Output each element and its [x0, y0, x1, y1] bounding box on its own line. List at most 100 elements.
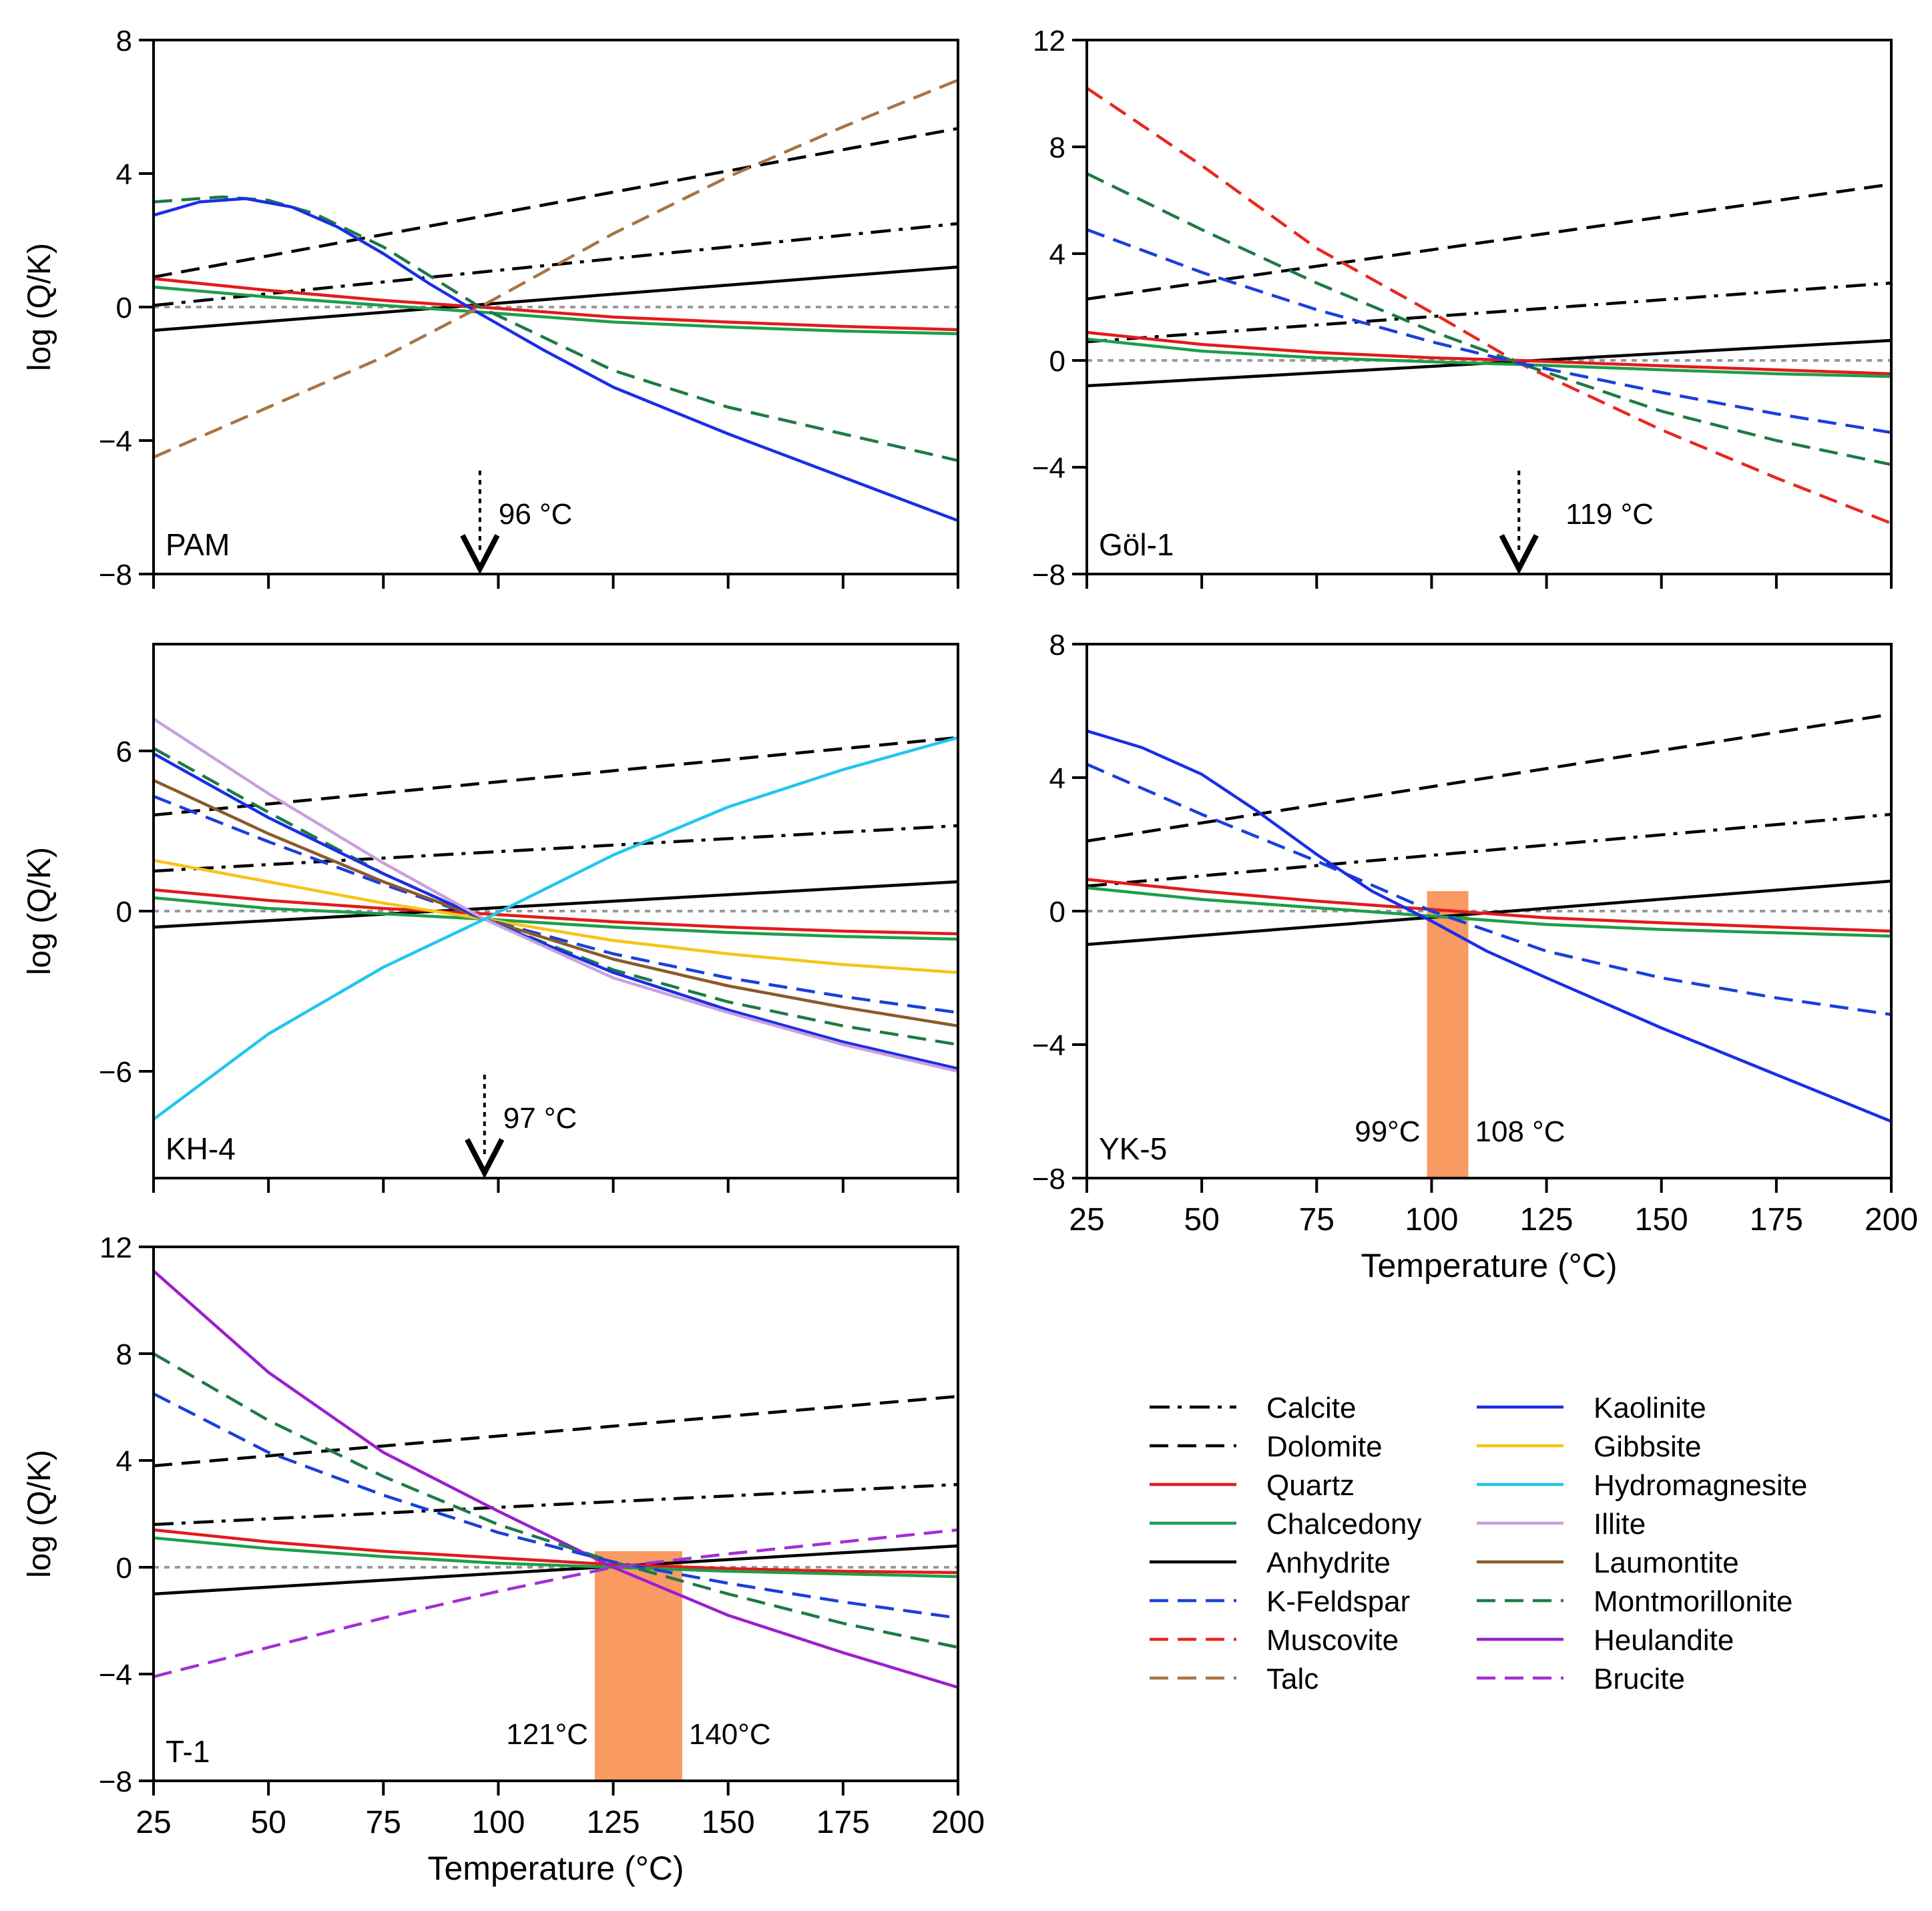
x-tick-label: 200 [1865, 1202, 1918, 1238]
legend-label: Hydromagnesite [1594, 1469, 1807, 1502]
x-axis-label: Temperature (°C) [428, 1850, 684, 1887]
legend-label: Quartz [1266, 1469, 1355, 1502]
plot-frame [152, 1246, 959, 1782]
y-tick-label: 4 [1049, 238, 1065, 271]
legend-label: Laumontite [1594, 1547, 1739, 1579]
marker-arrow-icon [460, 534, 500, 575]
panel-name: YK-5 [1099, 1131, 1167, 1166]
series-dolomite [154, 736, 958, 817]
y-tick-label: 0 [1049, 896, 1065, 928]
y-tick-label: 4 [116, 1445, 132, 1478]
y-tick-label: 12 [1033, 25, 1065, 57]
series-calcite [1087, 281, 1891, 344]
series-kaolinite [154, 197, 958, 523]
series-talc [154, 78, 958, 459]
panel-pam: −8 −4 0 4 8 log (Q/K) PAM 96 °C [22, 25, 959, 591]
series-dolomite [154, 127, 958, 279]
plot-area [154, 718, 958, 1121]
legend-item-chalcedony: Chalcedony [1150, 1508, 1421, 1541]
y-tick-label: 8 [1049, 131, 1065, 164]
series-hydromagnesite [154, 736, 958, 1121]
legend-label: Brucite [1594, 1663, 1685, 1695]
series-gibbsite [154, 858, 958, 975]
legend-item-anhydrite: Anhydrite [1150, 1547, 1391, 1579]
y-tick-label: −8 [99, 1765, 132, 1798]
series-chalcedony [154, 1536, 958, 1579]
y-tick-label: 8 [116, 25, 132, 57]
plot-area [1087, 712, 1891, 1178]
x-tick-label: 200 [931, 1805, 985, 1840]
x-tick-label: 75 [366, 1805, 401, 1840]
legend-label: Talc [1266, 1663, 1318, 1695]
temperature-band [595, 1551, 682, 1781]
series-chalcedony [1087, 886, 1891, 938]
legend-item-laumontite: Laumontite [1477, 1547, 1739, 1579]
marker-arrow-icon [465, 1138, 505, 1179]
x-tick-label: 100 [471, 1805, 525, 1840]
band-label-left: 121°C [506, 1718, 588, 1751]
y-tick-label: 4 [1049, 762, 1065, 795]
legend-label: Anhydrite [1266, 1547, 1391, 1579]
legend-item-kaolinite: Kaolinite [1477, 1392, 1706, 1424]
panel-name: PAM [166, 527, 230, 562]
x-tick-label: 75 [1299, 1202, 1335, 1238]
series-anhydrite [154, 1544, 958, 1596]
legend-item-dolomite: Dolomite [1150, 1430, 1383, 1463]
y-tick-label: 0 [116, 1552, 132, 1585]
series-k-feldspar [1087, 762, 1891, 1017]
x-axis-label: Temperature (°C) [1361, 1247, 1618, 1284]
series-calcite [154, 824, 958, 873]
y-tick-label: −8 [1032, 1163, 1065, 1195]
series-illite [154, 718, 958, 1073]
legend-item-calcite: Calcite [1150, 1392, 1357, 1424]
marker-label: 119 °C [1565, 498, 1654, 531]
y-tick-label: −4 [99, 1659, 132, 1691]
plot-area [154, 78, 958, 523]
legend-label: Dolomite [1266, 1430, 1383, 1463]
series-anhydrite [154, 265, 958, 332]
panel-name: Göl-1 [1099, 527, 1174, 562]
legend-item-muscovite: Muscovite [1150, 1624, 1399, 1657]
legend-item-gibbsite: Gibbsite [1477, 1430, 1701, 1463]
plot-frame [1085, 39, 1893, 575]
chart-panels: −8 −4 0 4 8 log (Q/K) PAM 96 °C −8 −4 0 4 8 12 Göl-1 11… [22, 25, 1918, 1887]
y-tick-label: −8 [99, 559, 132, 591]
series-heulandite [154, 1270, 958, 1689]
band-label-right: 140°C [689, 1718, 771, 1751]
legend-item-quartz: Quartz [1150, 1469, 1355, 1502]
band-label-left: 99°C [1355, 1115, 1420, 1148]
marker-arrow-icon [1499, 534, 1539, 575]
series-muscovite [1087, 87, 1891, 525]
plot-area [1087, 87, 1891, 525]
y-tick-label: −4 [1032, 1029, 1065, 1062]
y-tick-label: 12 [99, 1232, 132, 1264]
legend-label: Kaolinite [1594, 1392, 1706, 1424]
series-k-feldspar [154, 1392, 958, 1620]
series-quartz [154, 277, 958, 332]
y-axis-label: log (Q/K) [22, 243, 57, 371]
series-anhydrite [154, 880, 958, 929]
panel-t-1: −8 −4 0 4 8 12 25 50 75 100 125 150 175 200 log (Q/K) T… [22, 1232, 985, 1887]
series-quartz [1087, 330, 1891, 376]
x-tick-label: 25 [136, 1805, 171, 1840]
y-tick-label: 0 [116, 896, 132, 928]
y-axis-label: log (Q/K) [22, 847, 57, 975]
series-kaolinite [154, 752, 958, 1071]
legend-item-illite: Illite [1477, 1508, 1646, 1541]
series-montmorillonite [1087, 172, 1891, 467]
series-calcite [154, 1482, 958, 1527]
legend-item-heulandite: Heulandite [1477, 1624, 1734, 1657]
marker-label: 96 °C [499, 498, 573, 531]
panel-yk-5: −8 −4 0 4 8 25 50 75 100 125 150 175 200 Temperature … [1032, 629, 1918, 1284]
y-tick-label: 4 [116, 158, 132, 191]
legend-label: Muscovite [1266, 1624, 1399, 1657]
series-chalcedony [154, 896, 958, 941]
x-tick-label: 150 [702, 1805, 755, 1840]
plot-area [154, 1270, 958, 1781]
legend-item-brucite: Brucite [1477, 1663, 1685, 1695]
series-quartz [1087, 878, 1891, 933]
legend: Calcite Dolomite Quartz Chalcedony Anhydrite… [1150, 1392, 1807, 1695]
temperature-band [1427, 891, 1469, 1178]
legend-label: Gibbsite [1594, 1430, 1701, 1463]
